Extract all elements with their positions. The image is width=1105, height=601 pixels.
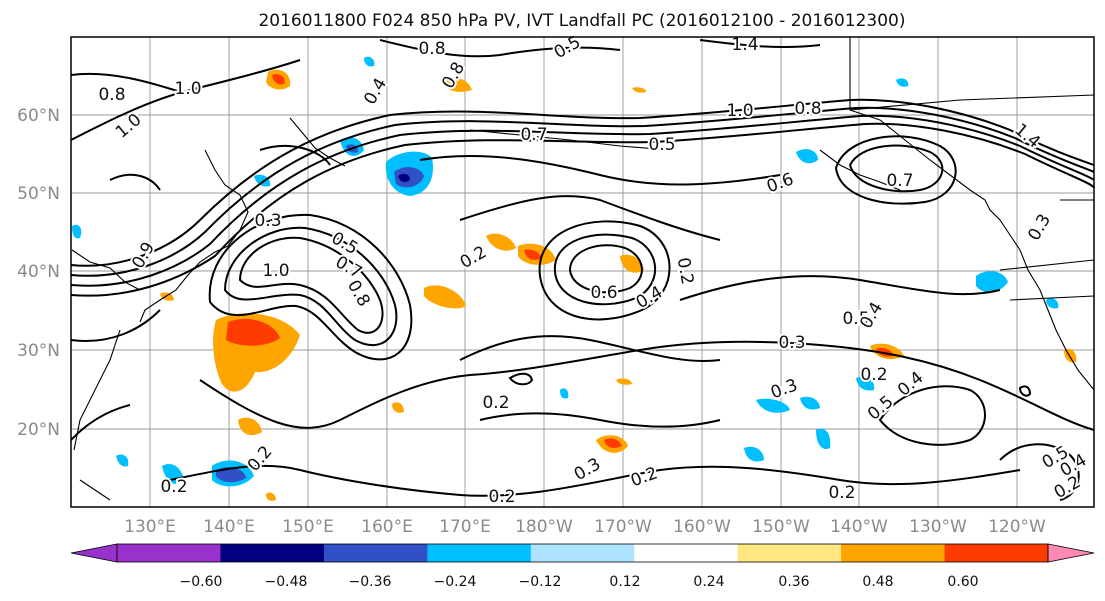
- lon-tick: 170°E: [439, 517, 491, 537]
- kamchatka-coast: [289, 117, 346, 167]
- lon-tick: 140°W: [830, 517, 888, 537]
- colorbar-segment: [530, 544, 635, 562]
- contour-label: 0.3: [778, 333, 805, 353]
- colorbar-tick: 0.24: [693, 574, 724, 590]
- contour-label: 0.7: [520, 125, 547, 145]
- colorbar-extend-max: [1047, 543, 1095, 563]
- alaska-border: [849, 94, 1095, 111]
- contour-label: 0.2: [860, 365, 887, 385]
- colorbar-tick: −0.60: [180, 574, 223, 590]
- lon-tick: 170°W: [594, 517, 652, 537]
- colorbar-segment: [323, 544, 428, 562]
- longitude-axis: 130°E 140°E 150°E 160°E 170°E 180°W 170°…: [124, 517, 1046, 537]
- colorbar-tick: 0.36: [778, 574, 809, 590]
- colorbar-tick: −0.48: [265, 574, 308, 590]
- colorbar-tick: 0.12: [609, 574, 640, 590]
- north-america-coast: [849, 37, 1095, 391]
- pv-contours: [70, 39, 1095, 501]
- contour-label: 0.2: [482, 393, 509, 413]
- colorbar-extend-min: [70, 543, 118, 563]
- lon-tick: 150°E: [282, 517, 334, 537]
- colorbar-tick: −0.12: [519, 574, 562, 590]
- lat-tick: 30°N: [17, 341, 60, 361]
- contour-label: 0.2: [828, 483, 855, 503]
- map-background: [71, 37, 1094, 507]
- lat-tick: 40°N: [17, 262, 60, 282]
- lon-tick: 160°W: [673, 517, 731, 537]
- korea-coast: [71, 249, 141, 291]
- pv-positive-shading: [160, 69, 1077, 501]
- figure-title: 2016011800 F024 850 hPa PV, IVT Landfall…: [258, 11, 905, 31]
- lon-tick: 180°W: [515, 517, 573, 537]
- contour-label: 1.0: [726, 101, 753, 121]
- map-panel: 0.8 1.0 1.0 0.8 0.5 1.4 0.4 0.8 1.0 0.8 …: [70, 30, 1095, 509]
- contour-label: 0.5: [648, 135, 675, 155]
- coastlines: [71, 37, 1095, 501]
- contour-label: 0.5: [842, 309, 869, 329]
- contour-label: 0.7: [886, 171, 913, 191]
- contour-label: 0.6: [590, 283, 617, 303]
- colorbar-outline: [116, 543, 1049, 563]
- colorbar-tick: −0.36: [349, 574, 392, 590]
- latitude-axis: 60°N 50°N 40°N 30°N 20°N: [17, 106, 60, 440]
- contour-label: 0.8: [794, 99, 821, 119]
- aleutian-islands: [469, 129, 671, 151]
- colorbar-tick: 0.48: [862, 574, 893, 590]
- lon-tick: 120°W: [988, 517, 1046, 537]
- lon-tick: 160°E: [361, 517, 413, 537]
- alaska-peninsula: [819, 149, 901, 191]
- colorbar-ticks: −0.60 −0.48 −0.36 −0.24 −0.12 0.12 0.24 …: [180, 574, 979, 590]
- philippines-coast: [79, 479, 111, 501]
- lat-tick: 50°N: [17, 184, 60, 204]
- colorbar-segment: [427, 544, 532, 562]
- colorbar-tick: 0.60: [947, 574, 978, 590]
- lon-tick: 140°E: [203, 517, 255, 537]
- map-frame: [70, 36, 1095, 508]
- lon-tick: 130°W: [909, 517, 967, 537]
- lat-tick: 20°N: [17, 420, 60, 440]
- lat-tick: 60°N: [17, 106, 60, 126]
- colorbar-segment: [737, 544, 842, 562]
- contour-label: 0.2: [488, 487, 515, 507]
- contour-label: 1.4: [731, 35, 758, 55]
- colorbar-segment: [634, 544, 739, 562]
- contour-label: 0.8: [98, 85, 125, 105]
- colorbar-segment: [944, 544, 1049, 562]
- lon-tick: 150°W: [752, 517, 810, 537]
- colorbar-tick: −0.24: [434, 574, 477, 590]
- colorbar-segment: [220, 544, 325, 562]
- contour-label: 0.2: [160, 477, 187, 497]
- colorbar-segment: [117, 544, 221, 562]
- contour-label: 1.0: [262, 261, 289, 281]
- colorbar: [70, 543, 1095, 563]
- contour-label: 0.8: [418, 39, 445, 59]
- state-borders: [999, 259, 1095, 301]
- contour-label: 0.3: [254, 211, 281, 231]
- colorbar-segment: [841, 544, 946, 562]
- lon-tick: 130°E: [124, 517, 176, 537]
- asia-coast: [73, 329, 121, 451]
- contour-label: 1.0: [174, 79, 201, 99]
